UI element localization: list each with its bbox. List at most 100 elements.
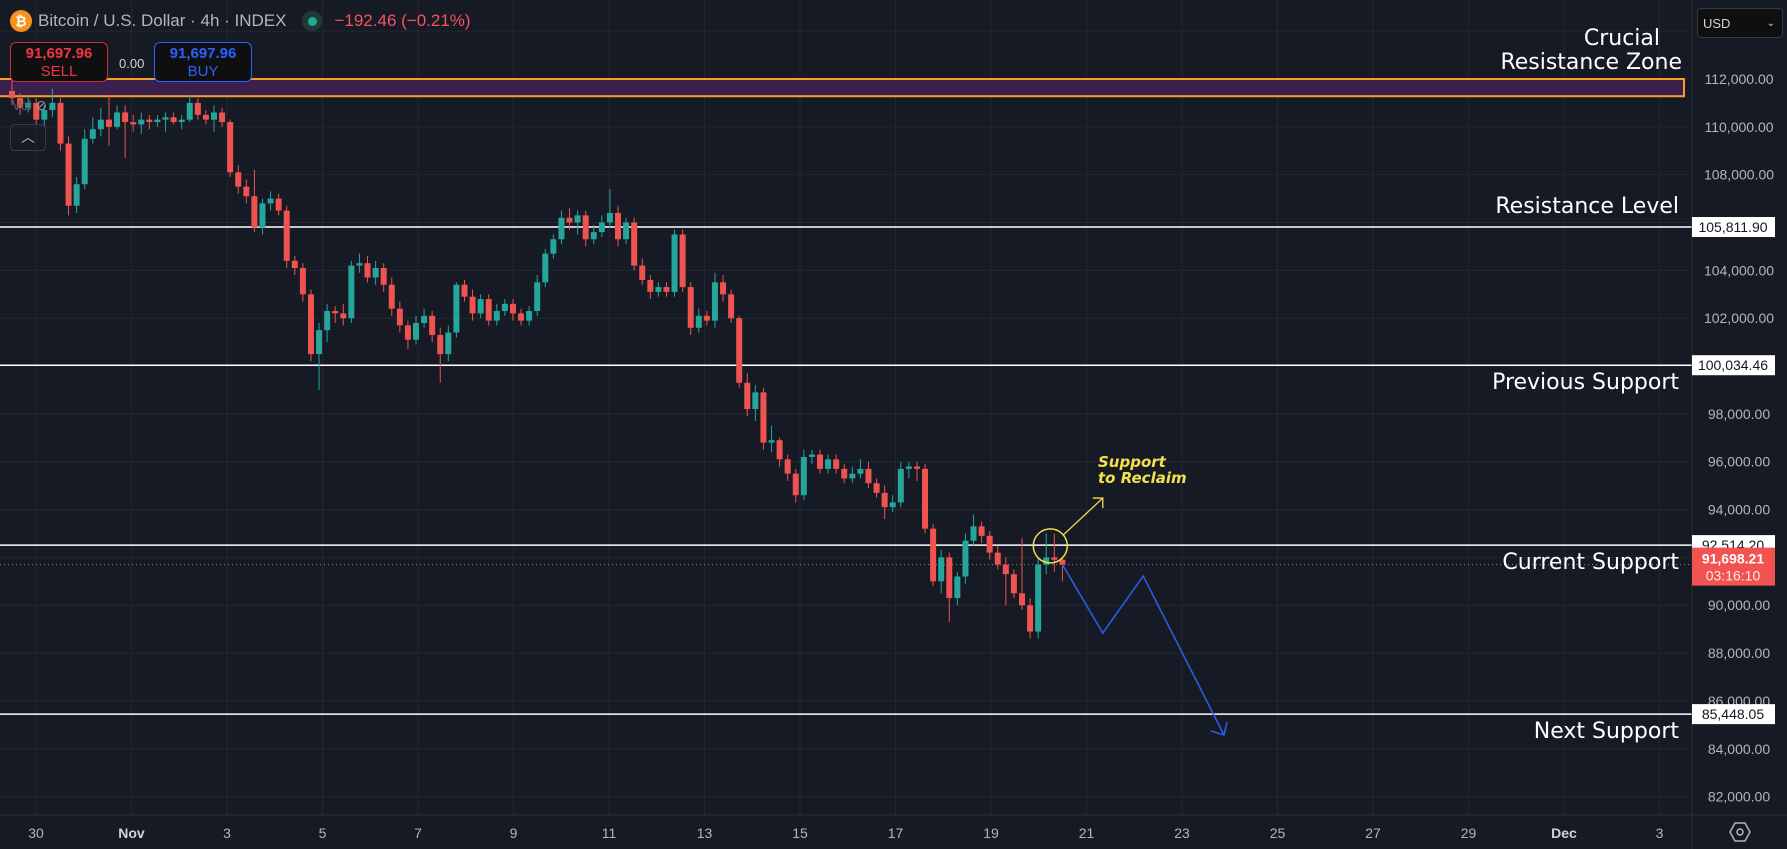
bitcoin-icon: ₿ <box>10 10 32 32</box>
candle-down <box>307 289 314 362</box>
settings-hexagon-icon[interactable] <box>1728 820 1752 844</box>
candle-body <box>299 267 306 295</box>
candle-body <box>881 492 888 508</box>
candle-up <box>897 461 904 508</box>
candle-body <box>849 473 856 479</box>
candle-down <box>227 119 234 178</box>
candle-body <box>776 440 783 460</box>
candle-down <box>219 107 226 127</box>
collapse-button[interactable]: ︿ <box>10 124 46 151</box>
candle-body <box>485 299 492 321</box>
candle-up <box>970 514 977 546</box>
candle-up <box>73 177 80 213</box>
y-tick-label: 84,000.00 <box>1708 741 1770 757</box>
candle-body <box>493 311 500 321</box>
zone-label-line1: Crucial <box>1584 26 1660 51</box>
x-tick-label: 17 <box>888 825 904 841</box>
candle-body <box>655 287 662 292</box>
candle-body <box>194 102 201 115</box>
candle-body <box>9 90 15 99</box>
candle-up <box>267 191 274 211</box>
candle-up <box>711 272 718 328</box>
candle-body <box>259 203 266 228</box>
candle-body <box>550 239 557 254</box>
candle-body <box>598 222 605 233</box>
candle-body <box>267 198 274 204</box>
x-tick-label: 3 <box>1656 825 1664 841</box>
x-tick-label: 15 <box>792 825 808 841</box>
candle-body <box>590 232 597 240</box>
candle-body <box>566 217 573 223</box>
candle-up <box>849 466 856 484</box>
candle-body <box>316 330 323 355</box>
spread: 0.00 <box>119 56 145 71</box>
x-tick-label: 7 <box>414 825 422 841</box>
candle-up <box>550 234 557 259</box>
candle-down <box>291 256 298 276</box>
candle-up <box>138 112 145 135</box>
candle-up <box>526 306 533 326</box>
candle-body <box>897 468 904 503</box>
candle-up <box>574 210 581 235</box>
candle-up <box>114 105 121 130</box>
candle-down <box>631 217 638 271</box>
candle-body <box>518 313 525 321</box>
candle-body <box>251 196 258 228</box>
eye-slash-icon[interactable]: ⊘ <box>35 97 48 113</box>
candles <box>9 76 1066 639</box>
candle-body <box>986 535 993 553</box>
candle-up <box>542 248 549 288</box>
symbol-header[interactable]: ₿ Bitcoin / U.S. Dollar · 4h · INDEX −19… <box>10 10 471 32</box>
candle-up <box>445 325 452 362</box>
candle-down <box>1019 538 1025 611</box>
candle-body <box>1059 559 1066 565</box>
candle-body <box>291 260 298 268</box>
x-tick-label: Dec <box>1551 825 1577 841</box>
candle-body <box>1019 593 1025 606</box>
candle-body <box>663 287 670 292</box>
candle-body <box>623 222 630 240</box>
candle-body <box>89 129 96 139</box>
chevron-up-icon: ︿ <box>21 129 35 145</box>
candle-down <box>647 275 654 300</box>
candle-body <box>380 267 387 285</box>
candle-up <box>324 303 331 343</box>
candle-down <box>130 114 137 132</box>
candle-body <box>154 119 161 123</box>
candle-body <box>1010 574 1017 594</box>
price-change: −192.46 (−0.21%) <box>334 11 471 30</box>
x-tick-label: 19 <box>983 825 999 841</box>
candle-body <box>122 112 129 123</box>
candle-body <box>574 215 581 223</box>
candle-up <box>356 253 363 273</box>
zone-label-line2: Resistance Zone <box>1500 50 1682 75</box>
candle-up <box>41 105 48 127</box>
candle-down <box>235 165 242 194</box>
candle-body <box>178 119 185 123</box>
candle-body <box>720 282 727 295</box>
candle-down <box>251 169 258 233</box>
candle-body <box>768 440 775 443</box>
candle-down <box>663 282 670 297</box>
candle-up <box>81 129 88 190</box>
candle-body <box>962 540 969 577</box>
currency-select[interactable]: USD ⌄ <box>1697 8 1783 38</box>
level-price-box <box>1692 355 1775 376</box>
candle-body <box>404 325 411 340</box>
annotation-text-line2: to Reclaim <box>1098 469 1187 487</box>
level-label: Resistance Level <box>1495 194 1679 219</box>
y-tick-label: 112,000.00 <box>1704 71 1773 87</box>
sell-button[interactable]: 91,697.96 SELL <box>10 42 108 82</box>
candle-down <box>865 461 872 489</box>
candle-body <box>752 392 759 410</box>
candle-body <box>930 528 937 582</box>
buy-button[interactable]: 91,697.96 BUY <box>154 42 252 82</box>
candle-body <box>558 217 565 240</box>
candle-up <box>316 322 323 390</box>
x-tick-label: 30 <box>28 825 44 841</box>
volume-indicator[interactable]: Vol ⊘ <box>12 97 47 114</box>
candle-body <box>332 311 339 314</box>
x-tick-label: 23 <box>1174 825 1190 841</box>
